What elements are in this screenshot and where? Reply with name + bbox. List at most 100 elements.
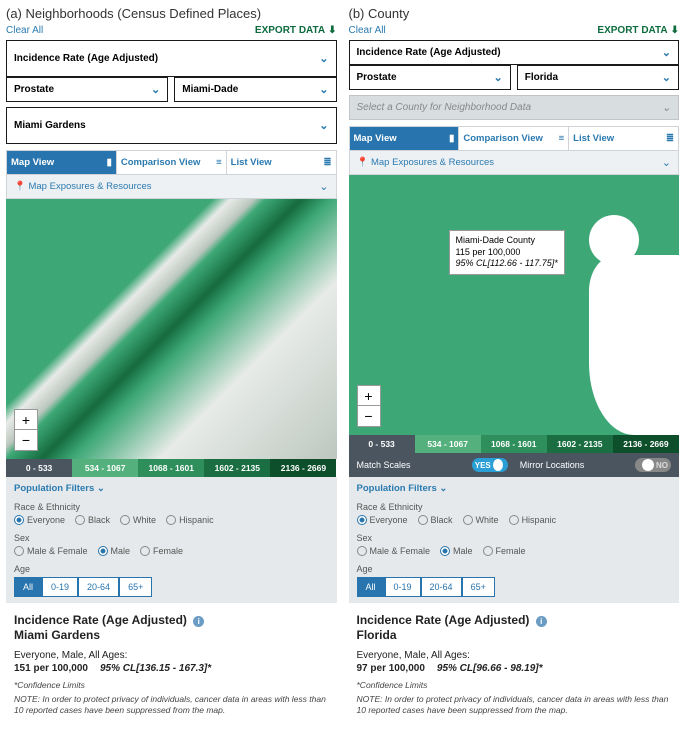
result-title: Incidence Rate (Age Adjusted) i <box>14 613 329 627</box>
zoom-out-button[interactable]: − <box>358 406 380 426</box>
map-canvas[interactable]: + − <box>6 199 337 459</box>
radio-option[interactable]: White <box>120 515 156 525</box>
radio-option[interactable]: Everyone <box>357 515 408 525</box>
age-button[interactable]: All <box>14 577 42 597</box>
match-scales-label: Match Scales <box>357 460 472 470</box>
metric-dropdown[interactable]: Incidence Rate (Age Adjusted) ⌄ <box>349 40 680 65</box>
legend-item: 0 - 533 <box>6 459 72 477</box>
legend-item: 2136 - 2669 <box>270 459 336 477</box>
info-icon[interactable]: i <box>193 616 204 627</box>
map-exposures-toggle[interactable]: 📍 Map Exposures & Resources ⌄ <box>6 175 337 199</box>
region-dropdown[interactable]: Florida ⌄ <box>517 65 679 90</box>
radio-option[interactable]: White <box>463 515 499 525</box>
subregion-dropdown[interactable]: Miami Gardens ⌄ <box>6 107 337 144</box>
mirror-locations-toggle[interactable]: NO <box>635 458 671 472</box>
clear-all-link[interactable]: Clear All <box>349 25 386 36</box>
zoom-in-button[interactable]: + <box>15 410 37 430</box>
chevron-down-icon: ⌄ <box>319 52 328 65</box>
sex-radios-b: Male & Female Male Female <box>357 546 672 556</box>
radio-option[interactable]: Male <box>440 546 473 556</box>
zoom-control: + − <box>14 409 38 451</box>
radio-option[interactable]: Male <box>98 546 131 556</box>
radio-option[interactable]: Male & Female <box>14 546 88 556</box>
tab-list[interactable]: List View ≣ <box>227 151 336 174</box>
radio-option[interactable]: Male & Female <box>357 546 431 556</box>
map-legend-b: 0 - 533534 - 10671068 - 16011602 - 21352… <box>349 435 680 453</box>
filters-toggle[interactable]: Population Filters ⌄ <box>14 483 329 494</box>
match-scales-toggle[interactable]: YES <box>472 458 508 472</box>
race-radios-a: Everyone Black White Hispanic <box>14 515 329 525</box>
region-dropdown[interactable]: Miami-Dade ⌄ <box>174 77 336 102</box>
metric-dropdown[interactable]: Incidence Rate (Age Adjusted) ⌄ <box>6 40 337 77</box>
sex-radios-a: Male & Female Male Female <box>14 546 329 556</box>
map-exposures-toggle[interactable]: 📍 Map Exposures & Resources ⌄ <box>349 151 680 175</box>
radio-option[interactable]: Female <box>483 546 526 556</box>
chevron-down-icon: ⌄ <box>151 83 160 96</box>
topbar: Clear All EXPORT DATA ⬇ <box>349 25 680 36</box>
tab-map[interactable]: Map View ▮ <box>350 127 460 150</box>
info-icon[interactable]: i <box>536 616 547 627</box>
tab-list[interactable]: List View ≣ <box>569 127 678 150</box>
region-value: Florida <box>525 72 558 83</box>
app-container: (a) Neighborhoods (Census Defined Places… <box>0 0 685 732</box>
radio-icon <box>120 515 130 525</box>
zoom-in-button[interactable]: + <box>358 386 380 406</box>
legend-item: 1068 - 1601 <box>138 459 204 477</box>
clear-all-link[interactable]: Clear All <box>6 25 43 36</box>
legend-item: 534 - 1067 <box>72 459 138 477</box>
view-tabs: Map View ▮ Comparison View ≡ List View ≣ <box>6 150 337 175</box>
radio-option[interactable]: Hispanic <box>509 515 557 525</box>
legend-item: 0 - 533 <box>349 435 415 453</box>
result-title: Incidence Rate (Age Adjusted) i <box>357 613 672 627</box>
download-icon: ⬇ <box>328 25 336 36</box>
map-icon: ▮ <box>449 133 454 144</box>
radio-label: Everyone <box>27 515 65 525</box>
radio-option[interactable]: Black <box>418 515 453 525</box>
radio-label: Everyone <box>370 515 408 525</box>
site-dropdown[interactable]: Prostate ⌄ <box>349 65 511 90</box>
tooltip-line1: Miami-Dade County <box>456 235 558 247</box>
topbar: Clear All EXPORT DATA ⬇ <box>6 25 337 36</box>
age-button[interactable]: 20-64 <box>78 577 119 597</box>
chevron-down-icon: ⌄ <box>319 119 328 132</box>
legend-item: 1068 - 1601 <box>481 435 547 453</box>
sex-label: Sex <box>357 533 672 543</box>
radio-option[interactable]: Female <box>140 546 183 556</box>
map-canvas[interactable]: Miami-Dade County 115 per 100,000 95% CL… <box>349 175 680 435</box>
radio-option[interactable]: Hispanic <box>166 515 214 525</box>
region-value: Miami-Dade <box>182 84 238 95</box>
radio-option[interactable]: Black <box>75 515 110 525</box>
map-legend-a: 0 - 533534 - 10671068 - 16011602 - 21352… <box>6 459 337 477</box>
site-dropdown[interactable]: Prostate ⌄ <box>6 77 168 102</box>
chevron-down-icon: ⌄ <box>662 156 671 169</box>
age-button[interactable]: 0-19 <box>385 577 421 597</box>
panel-neighborhoods: (a) Neighborhoods (Census Defined Places… <box>6 6 337 726</box>
tooltip-line3: 95% CL[112.66 - 117.75]* <box>456 258 558 270</box>
radio-option[interactable]: Everyone <box>14 515 65 525</box>
tab-map-label: Map View <box>11 157 54 168</box>
radio-label: White <box>133 515 156 525</box>
tab-compare[interactable]: Comparison View ≡ <box>459 127 569 150</box>
radio-icon <box>98 546 108 556</box>
age-button[interactable]: 0-19 <box>42 577 78 597</box>
age-button[interactable]: 20-64 <box>421 577 462 597</box>
age-button[interactable]: 65+ <box>119 577 152 597</box>
age-button[interactable]: 65+ <box>462 577 495 597</box>
subregion-dropdown-disabled: Select a County for Neighborhood Data ⌄ <box>349 95 680 120</box>
radio-icon <box>357 515 367 525</box>
site-value: Prostate <box>14 84 54 95</box>
pin-icon: 📍 <box>357 157 369 168</box>
subregion-placeholder: Select a County for Neighborhood Data <box>357 102 532 113</box>
radio-label: Male & Female <box>370 546 431 556</box>
zoom-out-button[interactable]: − <box>15 430 37 450</box>
filters-toggle[interactable]: Population Filters ⌄ <box>357 483 672 494</box>
tab-compare[interactable]: Comparison View ≡ <box>117 151 227 174</box>
chevron-down-icon: ⌄ <box>662 46 671 59</box>
pin-icon: 📍 <box>14 181 26 192</box>
tab-map[interactable]: Map View ▮ <box>7 151 117 174</box>
map-tooltip: Miami-Dade County 115 per 100,000 95% CL… <box>449 230 565 275</box>
export-button[interactable]: EXPORT DATA ⬇ <box>255 25 337 36</box>
radio-label: Black <box>88 515 110 525</box>
export-button[interactable]: EXPORT DATA ⬇ <box>597 25 679 36</box>
age-button[interactable]: All <box>357 577 385 597</box>
